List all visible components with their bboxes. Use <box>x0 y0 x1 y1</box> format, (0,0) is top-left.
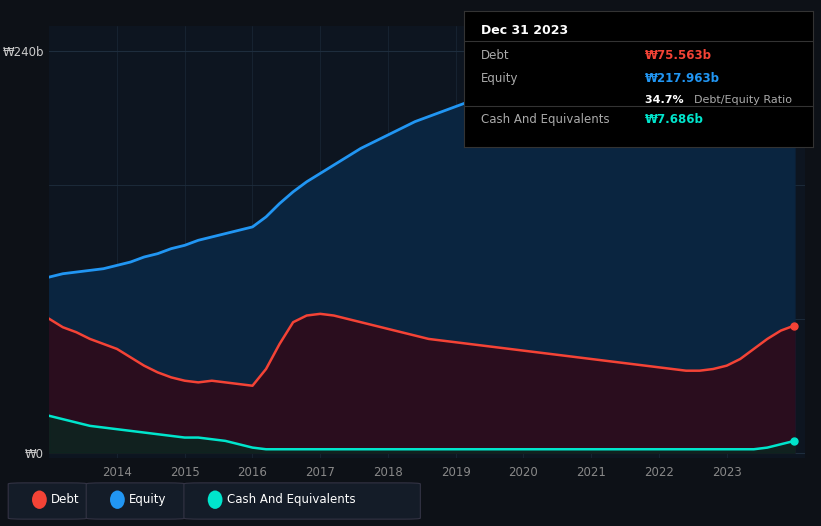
FancyBboxPatch shape <box>8 483 87 519</box>
Ellipse shape <box>32 490 47 509</box>
Text: Debt: Debt <box>51 493 80 506</box>
Text: Debt: Debt <box>481 49 510 62</box>
Text: Cash And Equivalents: Cash And Equivalents <box>227 493 355 506</box>
Text: ₩7.686b: ₩7.686b <box>645 113 704 126</box>
Text: Debt/Equity Ratio: Debt/Equity Ratio <box>695 95 792 105</box>
Text: ₩75.563b: ₩75.563b <box>645 49 713 62</box>
Text: ₩217.963b: ₩217.963b <box>645 72 720 85</box>
Ellipse shape <box>208 490 222 509</box>
Text: Equity: Equity <box>129 493 167 506</box>
Text: 34.7%: 34.7% <box>645 95 688 105</box>
Text: Equity: Equity <box>481 72 519 85</box>
FancyBboxPatch shape <box>86 483 185 519</box>
Ellipse shape <box>110 490 125 509</box>
Text: Dec 31 2023: Dec 31 2023 <box>481 24 568 37</box>
FancyBboxPatch shape <box>184 483 420 519</box>
Text: Cash And Equivalents: Cash And Equivalents <box>481 113 610 126</box>
